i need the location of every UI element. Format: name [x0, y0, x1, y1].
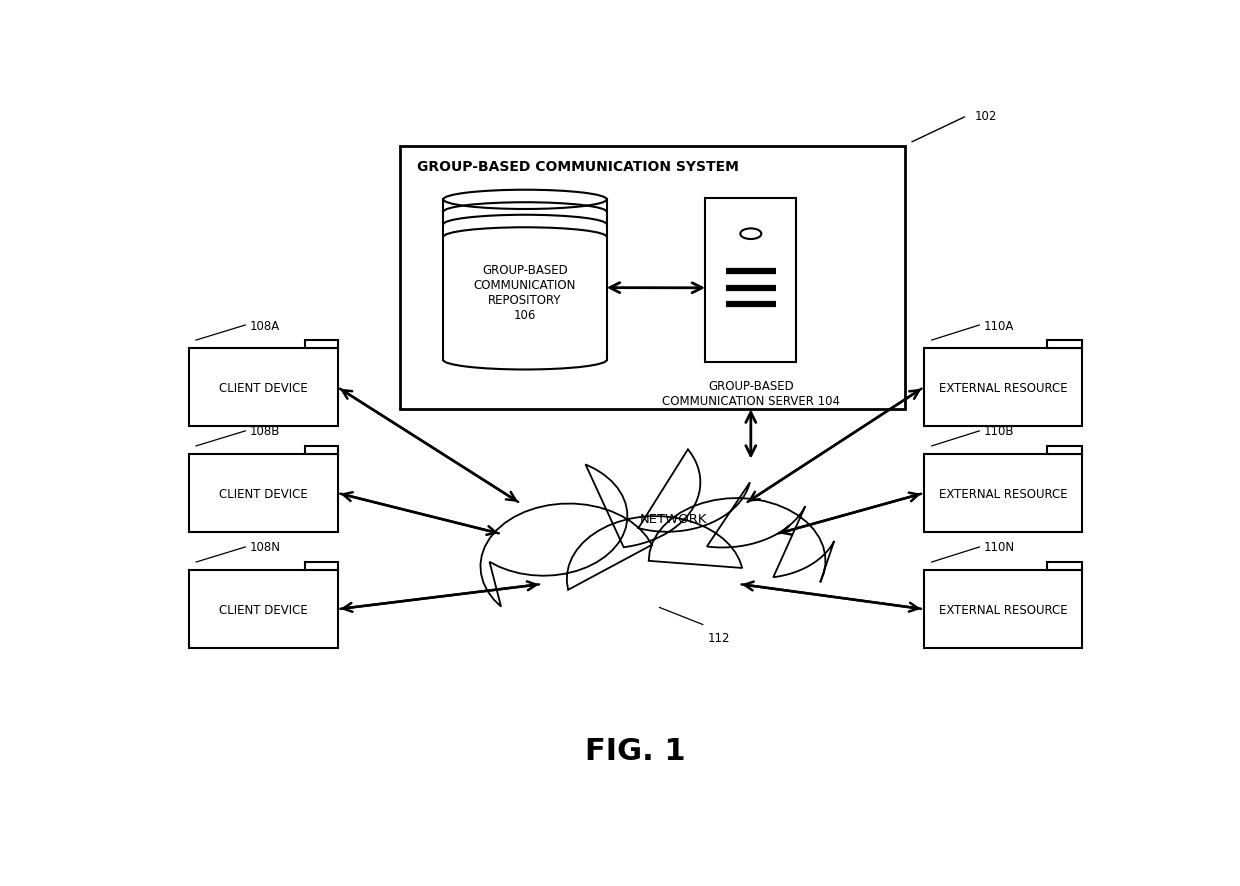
Text: 110N: 110N [985, 540, 1016, 554]
Text: 112: 112 [708, 632, 730, 645]
Text: 108A: 108A [250, 319, 280, 332]
Text: 102: 102 [975, 110, 997, 123]
Bar [401, 147, 905, 410]
Bar [188, 455, 337, 532]
Text: EXTERNAL RESOURCE: EXTERNAL RESOURCE [939, 603, 1068, 616]
Text: 108N: 108N [250, 540, 281, 554]
Bar [305, 447, 337, 455]
Bar [188, 571, 337, 649]
Text: 110B: 110B [985, 425, 1014, 438]
Text: 110A: 110A [985, 319, 1014, 332]
Text: EXTERNAL RESOURCE: EXTERNAL RESOURCE [939, 381, 1068, 394]
Bar [305, 340, 337, 348]
Text: CLIENT DEVICE: CLIENT DEVICE [218, 487, 308, 500]
Ellipse shape [444, 190, 606, 210]
Bar [924, 455, 1083, 532]
Text: CLIENT DEVICE: CLIENT DEVICE [218, 381, 308, 394]
Text: GROUP-BASED
COMMUNICATION
REPOSITORY
106: GROUP-BASED COMMUNICATION REPOSITORY 106 [474, 264, 577, 323]
Text: CLIENT DEVICE: CLIENT DEVICE [218, 603, 308, 616]
Ellipse shape [740, 229, 761, 240]
Bar [924, 571, 1083, 649]
Bar [1048, 447, 1083, 455]
Bar [706, 198, 796, 362]
Bar [305, 563, 337, 571]
Bar [1048, 340, 1083, 348]
Text: GROUP-BASED
COMMUNICATION SERVER 104: GROUP-BASED COMMUNICATION SERVER 104 [662, 379, 839, 408]
PathPatch shape [480, 450, 835, 607]
Text: FIG. 1: FIG. 1 [585, 736, 686, 766]
Text: GROUP-BASED COMMUNICATION SYSTEM: GROUP-BASED COMMUNICATION SYSTEM [418, 159, 739, 174]
Text: EXTERNAL RESOURCE: EXTERNAL RESOURCE [939, 487, 1068, 500]
Bar [1048, 563, 1083, 571]
Bar [188, 348, 337, 427]
Text: NETWORK: NETWORK [640, 513, 708, 525]
Text: 108B: 108B [250, 425, 280, 438]
Bar [924, 348, 1083, 427]
